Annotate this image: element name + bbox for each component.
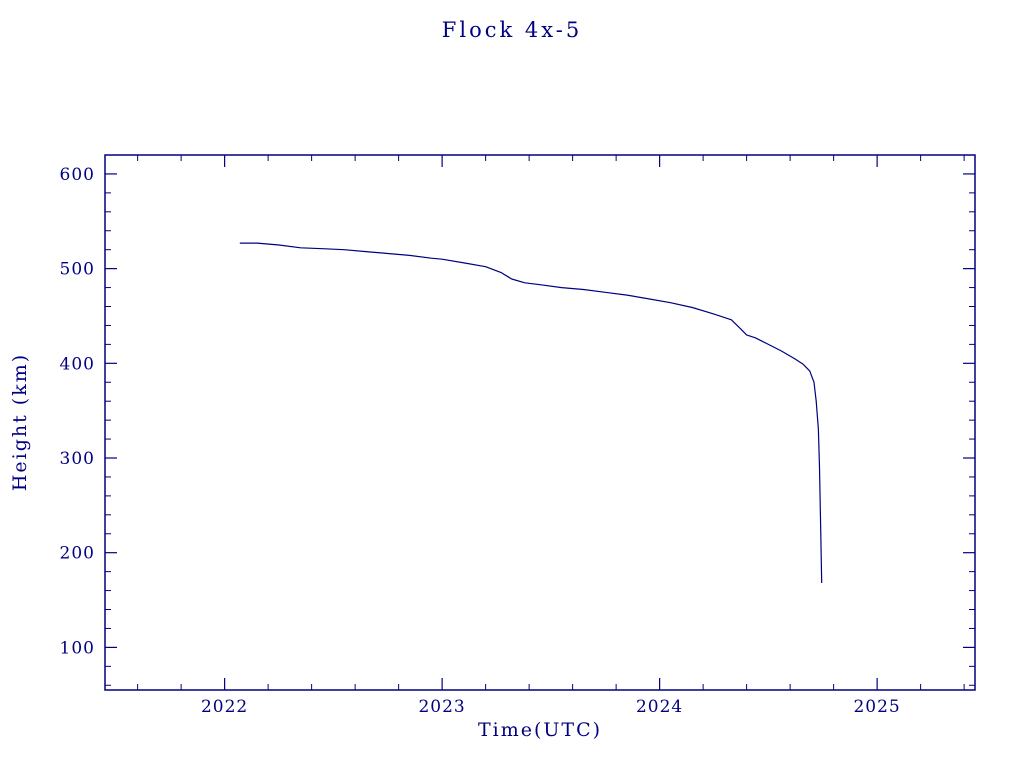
x-tick-label: 2025 [853,697,900,717]
x-tick-label: 2023 [418,697,465,717]
y-tick-label: 600 [60,165,95,185]
y-tick-label: 100 [60,638,95,658]
chart-title: Flock 4x-5 [441,18,583,42]
data-line [239,242,823,584]
y-tick-label: 500 [60,260,95,280]
plot-frame [104,154,976,691]
x-tick-label: 2024 [636,697,683,717]
y-tick-label: 400 [60,354,95,374]
x-tick-label: 2022 [201,697,248,717]
y-tick-label: 300 [60,449,95,469]
y-axis-label: Height (km) [9,352,31,492]
y-tick-label: 200 [60,544,95,564]
x-axis-label: Time(UTC) [477,719,603,741]
